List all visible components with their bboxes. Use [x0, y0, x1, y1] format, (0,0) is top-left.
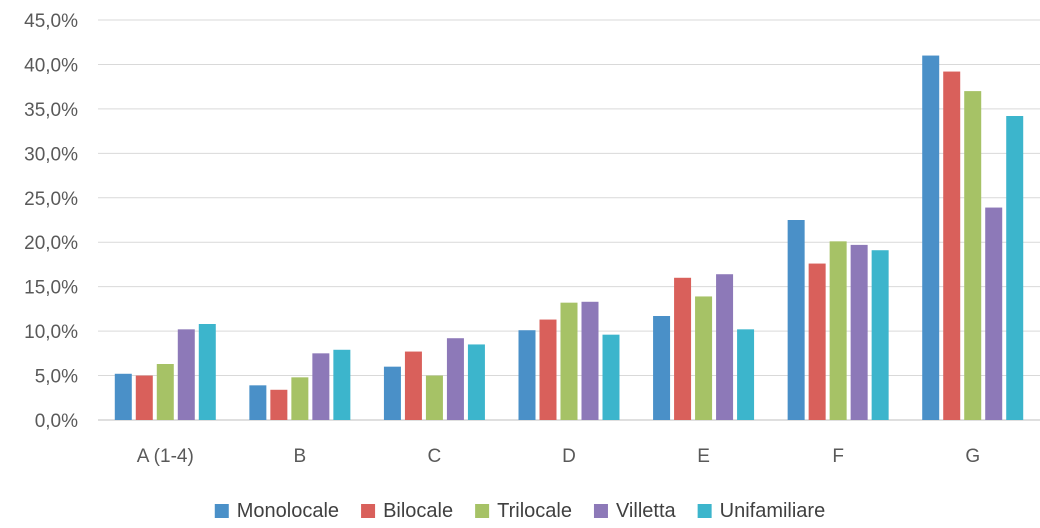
bar-unifamiliare-6 — [871, 250, 889, 420]
bar-bilocale-1 — [135, 375, 153, 420]
bar-monolocale-2 — [249, 385, 267, 420]
bar-monolocale-3 — [383, 366, 401, 420]
y-tick-label: 35,0% — [24, 100, 78, 121]
bar-unifamiliare-5 — [737, 329, 755, 420]
bar-unifamiliare-7 — [1006, 116, 1024, 420]
bar-unifamiliare-3 — [467, 344, 485, 420]
y-tick-label: 10,0% — [24, 322, 78, 343]
legend-swatch-unifamiliare — [697, 504, 712, 518]
bar-villetta-6 — [850, 244, 868, 420]
x-tick-label: C — [428, 446, 442, 467]
bar-trilocale-7 — [964, 91, 982, 420]
bar-unifamiliare-2 — [333, 349, 351, 420]
y-tick-label: 5,0% — [35, 367, 78, 388]
y-tick-label: 15,0% — [24, 278, 78, 299]
x-tick-label: A (1-4) — [137, 446, 194, 467]
bar-villetta-4 — [581, 301, 599, 420]
legend-label-bilocale: Bilocale — [383, 500, 453, 522]
y-axis-tick-labels: 0,0% 5,0% 10,0% 15,0% 20,0% 25,0% 30,0% 35,0% 40… — [24, 11, 78, 432]
y-tick-label: 20,0% — [24, 233, 78, 254]
bar-monolocale-1 — [114, 373, 132, 420]
bar-bilocale-6 — [808, 263, 826, 420]
x-tick-label: B — [294, 446, 307, 467]
bar-bilocale-5 — [674, 277, 692, 420]
bars — [114, 55, 1024, 421]
bar-trilocale-4 — [560, 302, 578, 420]
legend: Monolocale Bilocale Trilocale Villetta Unifa… — [214, 500, 826, 522]
bar-trilocale-1 — [156, 364, 174, 420]
legend-swatch-bilocale — [361, 504, 376, 518]
x-axis: A (1-4) B C D E F G — [137, 446, 980, 467]
bar-monolocale-5 — [653, 316, 671, 420]
bar-trilocale-3 — [425, 375, 443, 420]
legend-label-trilocale: Trilocale — [497, 500, 572, 522]
bar-monolocale-4 — [518, 330, 536, 420]
legend-label-monolocale: Monolocale — [237, 500, 339, 522]
x-tick-label: D — [562, 446, 576, 467]
bar-unifamiliare-1 — [198, 324, 216, 420]
legend-label-unifamiliare: Unifamiliare — [720, 500, 826, 522]
x-tick-label: E — [697, 446, 710, 467]
y-tick-label: 40,0% — [24, 55, 78, 76]
y-tick-label: 0,0% — [35, 411, 78, 432]
y-tick-label: 45,0% — [24, 11, 78, 32]
legend-swatch-trilocale — [475, 504, 490, 518]
legend-swatch-villetta — [593, 504, 608, 518]
legend-label-villetta: Villetta — [616, 500, 677, 522]
bar-trilocale-2 — [291, 377, 309, 420]
x-tick-label: F — [832, 446, 844, 467]
bar-bilocale-2 — [270, 389, 288, 420]
x-tick-label: G — [965, 446, 980, 467]
bar-villetta-3 — [446, 338, 464, 420]
bar-bilocale-3 — [404, 351, 422, 420]
bar-villetta-7 — [985, 207, 1003, 420]
bar-villetta-1 — [177, 329, 195, 420]
bar-bilocale-7 — [943, 71, 961, 421]
bar-trilocale-5 — [695, 296, 713, 420]
bar-monolocale-6 — [787, 220, 805, 420]
y-tick-label: 30,0% — [24, 144, 78, 165]
bar-villetta-5 — [716, 274, 734, 420]
bar-villetta-2 — [312, 353, 330, 420]
bar-unifamiliare-4 — [602, 334, 620, 420]
bar-trilocale-6 — [829, 241, 847, 420]
bar-monolocale-7 — [922, 55, 940, 421]
gridlines — [98, 19, 1040, 421]
bar-bilocale-4 — [539, 319, 557, 420]
y-tick-label: 25,0% — [24, 189, 78, 210]
legend-swatch-monolocale — [214, 504, 229, 518]
